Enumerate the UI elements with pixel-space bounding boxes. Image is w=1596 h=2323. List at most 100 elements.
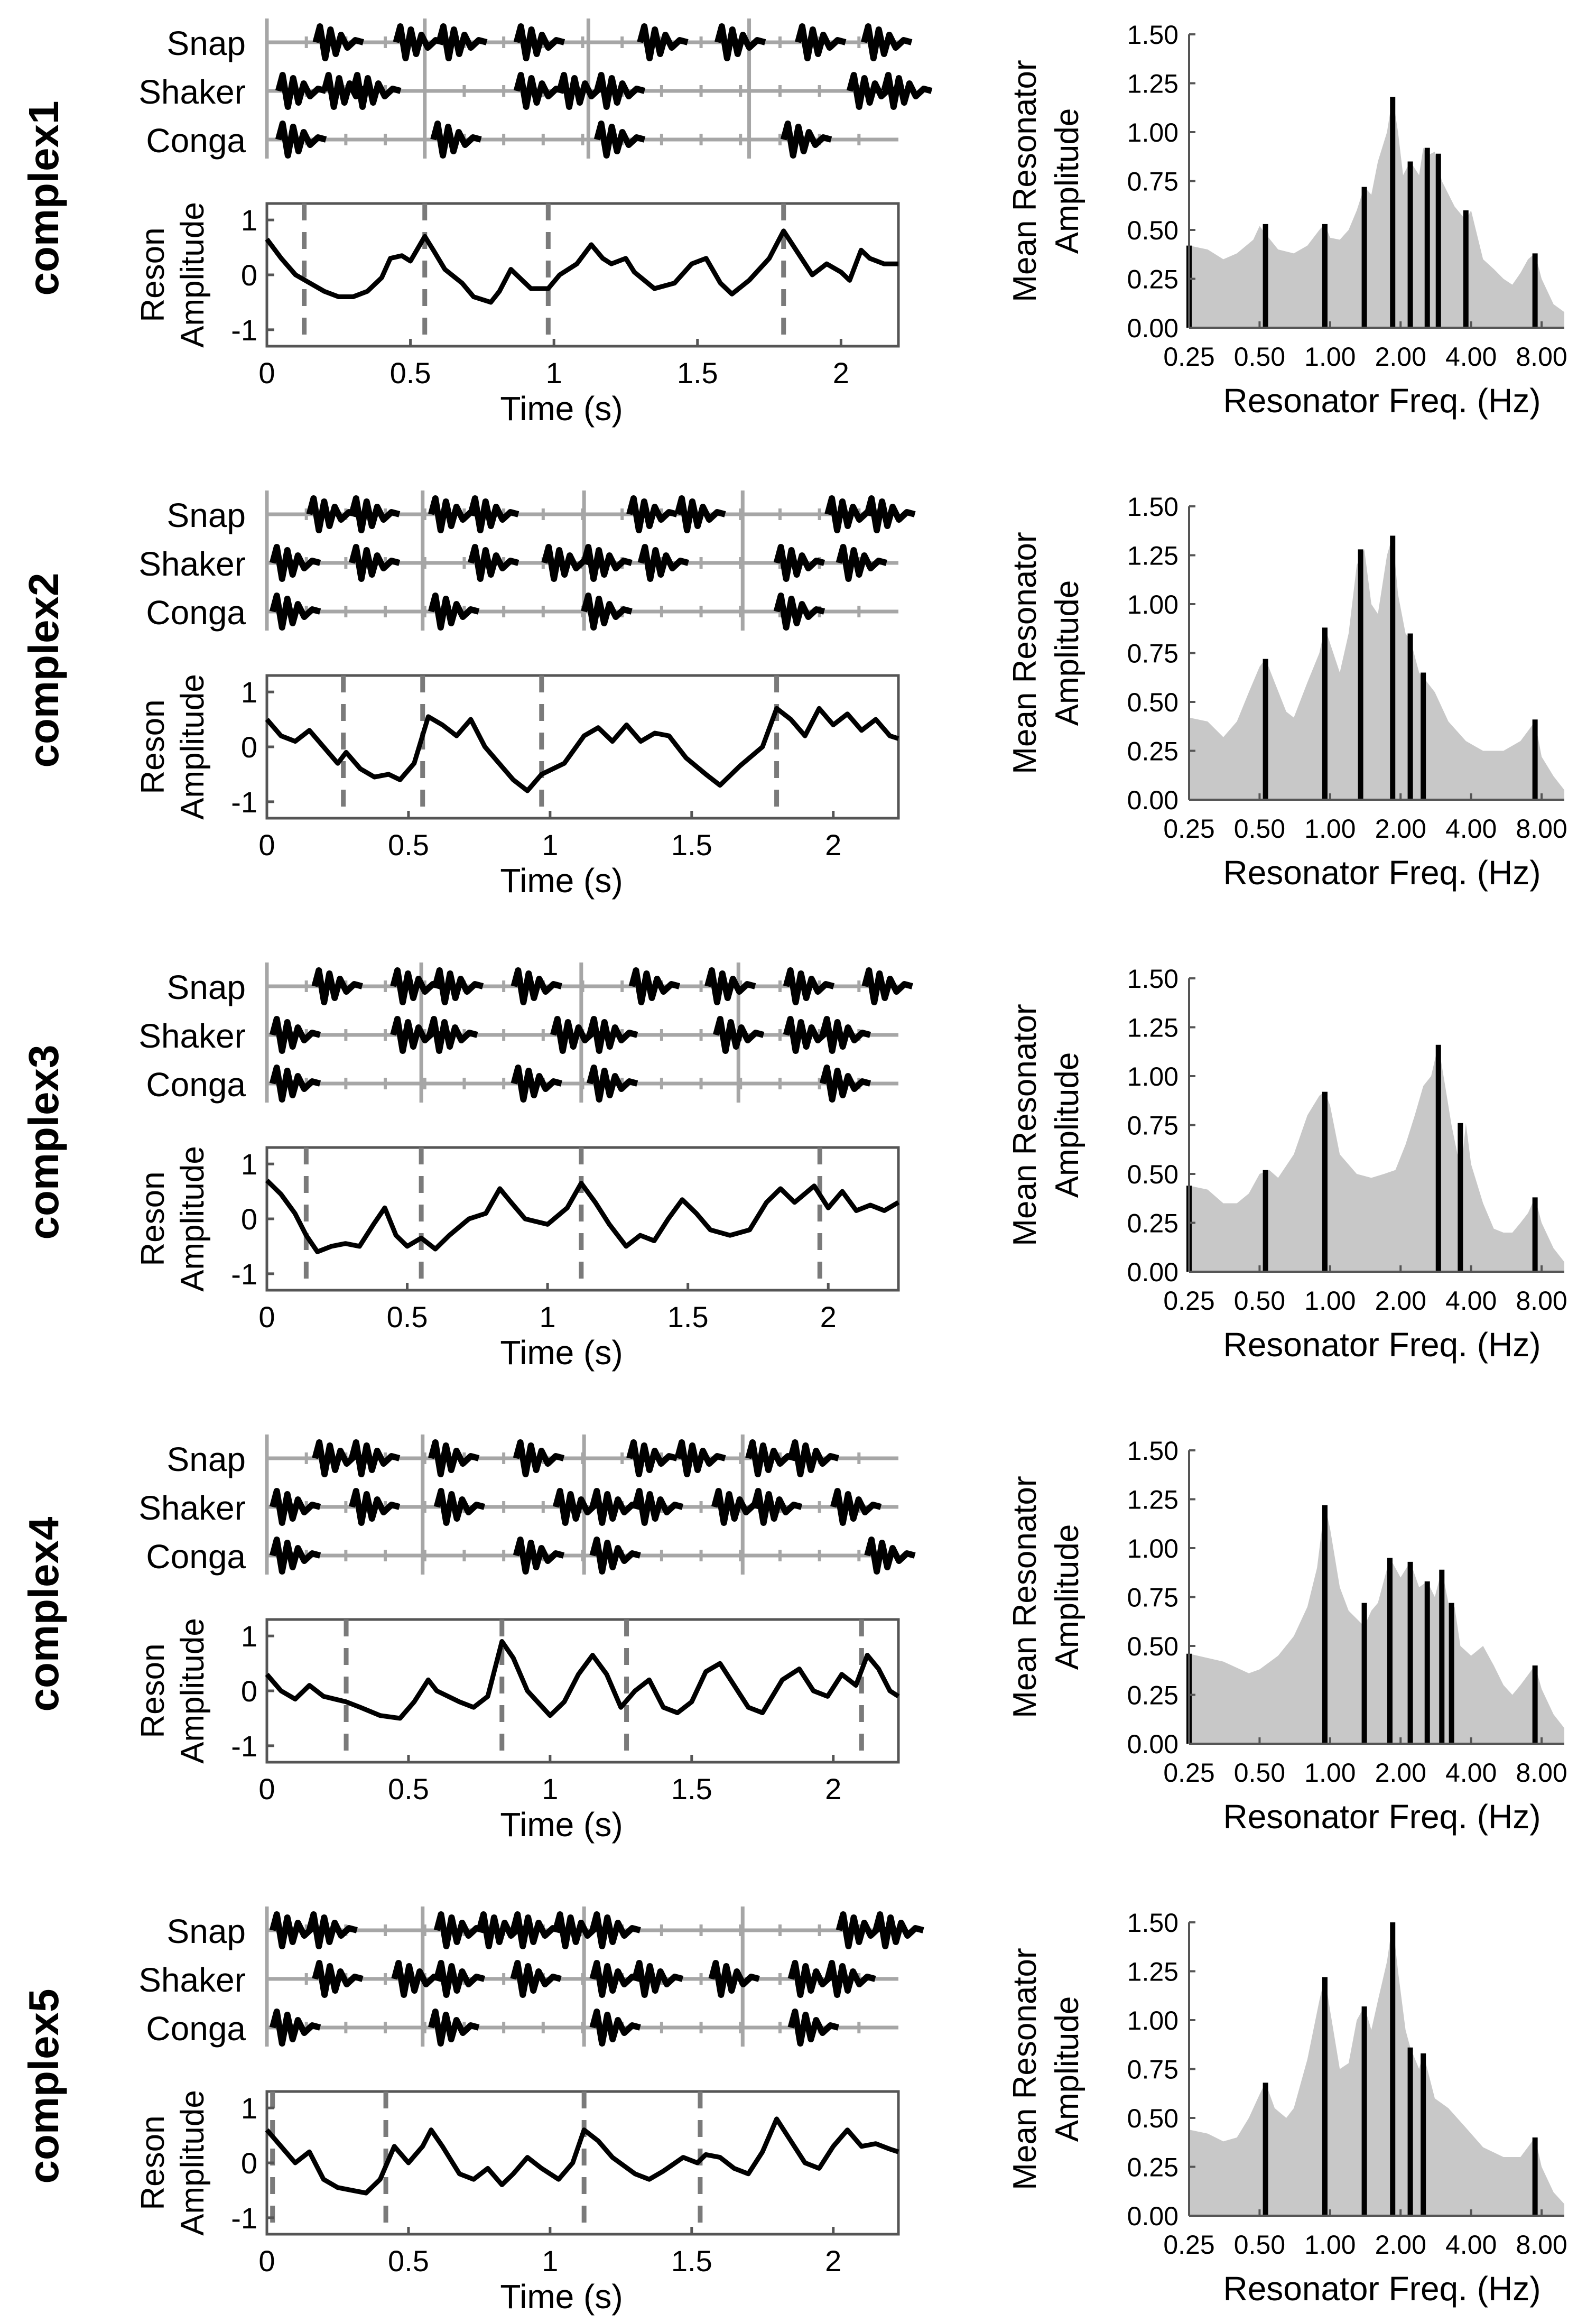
sound-burst-snap [795, 23, 847, 61]
sound-burst-conga [586, 1065, 638, 1103]
spectrum-area [1189, 535, 1564, 800]
spectrum-ytick-label: 1.50 [1127, 1908, 1179, 1938]
reson-axes-box [265, 202, 900, 348]
time-xtick-label: 0.5 [388, 828, 429, 862]
spectrum-ytick-label: 1.50 [1127, 492, 1179, 522]
reson-ytick-label: -1 [231, 785, 257, 819]
instrument-label-snap: Snap [167, 1912, 246, 1950]
spectrum-ylabel-line2: Amplitude [1049, 580, 1085, 726]
sound-burst-snap [674, 495, 726, 533]
sound-burst-snap [513, 1439, 565, 1477]
sound-burst-snap [428, 1439, 480, 1477]
spectrum-xtick-label: 0.25 [1163, 814, 1214, 844]
spectrum-ylabel-line1: Mean Resonator [1007, 1004, 1043, 1246]
sound-burst-shaker [712, 1016, 765, 1054]
time-xtick-label: 2 [825, 2244, 841, 2278]
time-xtick-label: 0.5 [388, 1772, 429, 1806]
sound-burst-snap [348, 1439, 401, 1477]
instrument-label-conga: Conga [146, 1538, 246, 1576]
spectrum-ytick-label: 0.75 [1127, 639, 1179, 669]
sound-burst-snap [787, 1439, 839, 1477]
spectrum-ytick-label: 1.50 [1127, 1436, 1179, 1466]
time-xtick-label: 0 [258, 2244, 275, 2278]
sound-burst-shaker [552, 1488, 605, 1526]
sound-burst-shaker [468, 544, 519, 582]
sound-burst-shaker [348, 544, 401, 582]
sound-burst-conga [269, 1537, 321, 1575]
time-xtick-label: 1 [542, 2244, 558, 2278]
spectrum-xtick-label: 4.00 [1445, 342, 1497, 372]
sound-burst-snap [468, 495, 519, 533]
time-axis-label: Time (s) [500, 390, 623, 428]
sound-burst-conga [787, 2009, 839, 2047]
sound-burst-snap [428, 495, 480, 533]
spectrum-ytick-label: 0.25 [1127, 1681, 1179, 1710]
reson-ylabel-line2: Amplitude [174, 202, 211, 348]
sound-burst-shaker [269, 544, 321, 582]
reson-curve [265, 706, 899, 793]
spectrum-ytick-label: 0.25 [1127, 2153, 1179, 2182]
time-axis-label: Time (s) [500, 2278, 623, 2316]
spectrum-xlabel: Resonator Freq. (Hz) [1223, 2270, 1541, 2308]
time-xtick-label: 0 [258, 828, 275, 862]
sound-burst-shaker [312, 1960, 364, 1998]
spectrum-area [1189, 1505, 1564, 1744]
time-xtick-label: 1 [546, 356, 562, 390]
instrument-label-shaker: Shaker [138, 1961, 246, 1999]
spectrum-ytick-label: 0.50 [1127, 1632, 1179, 1661]
spectrum-xtick-label: 4.00 [1445, 1286, 1497, 1316]
reson-ytick-label: 0 [241, 1202, 257, 1236]
instrument-label-conga: Conga [146, 1066, 246, 1104]
reson-ylabel-line1: Reson [135, 2115, 171, 2210]
spectrum-xtick-label: 1.00 [1304, 2230, 1356, 2260]
reson-ytick-label: 1 [241, 1619, 257, 1653]
spectrum-xlabel: Resonator Freq. (Hz) [1223, 1798, 1541, 1836]
spectrum-xtick-label: 0.50 [1234, 1758, 1285, 1788]
spectrum-ytick-label: 0.25 [1127, 737, 1179, 766]
reson-ylabel-line1: Reson [135, 1171, 171, 1266]
reson-ylabel-line2: Amplitude [174, 1618, 211, 1764]
spectrum-xtick-label: 8.00 [1516, 2230, 1567, 2260]
sound-burst-shaker [632, 1960, 684, 1998]
spectrum-xtick-label: 0.50 [1234, 2230, 1285, 2260]
reson-axes-box [265, 674, 900, 820]
reson-ylabel-line1: Reson [135, 699, 171, 794]
sound-burst-snap [824, 495, 876, 533]
sound-burst-shaker [632, 1488, 684, 1526]
spectrum-ytick-label: 0.00 [1127, 1729, 1179, 1759]
sound-burst-shaker [836, 544, 888, 582]
sound-burst-shaker [556, 72, 608, 110]
spectrum-area [1189, 97, 1564, 328]
instrument-label-conga: Conga [146, 594, 246, 632]
time-xtick-label: 1.5 [671, 1772, 712, 1806]
spectrum-xtick-label: 0.50 [1234, 814, 1285, 844]
sound-burst-shaker [269, 1488, 321, 1526]
sound-burst-shaker [589, 1960, 641, 1998]
spectrum-xtick-label: 0.25 [1163, 342, 1214, 372]
time-xtick-label: 2 [825, 1772, 841, 1806]
instrument-label-snap: Snap [167, 968, 246, 1006]
spectrum-xtick-label: 1.00 [1304, 814, 1356, 844]
spectrum-xtick-label: 0.50 [1234, 1286, 1285, 1316]
row-label: complex3 [20, 1044, 67, 1239]
sound-burst-snap [861, 967, 913, 1005]
sound-burst-snap [626, 495, 678, 533]
spectrum-xtick-label: 8.00 [1516, 1758, 1567, 1788]
sound-burst-snap [511, 967, 562, 1005]
row-label: complex1 [20, 100, 67, 295]
sound-burst-snap [674, 1439, 726, 1477]
reson-ytick-label: 0 [241, 2146, 257, 2180]
sound-burst-conga [269, 1065, 321, 1103]
sound-burst-snap [510, 1911, 562, 1949]
row-label: complex4 [20, 1516, 67, 1712]
time-xtick-label: 0 [258, 1772, 275, 1806]
instrument-label-conga: Conga [146, 122, 246, 160]
spectrum-ytick-label: 0.00 [1127, 313, 1179, 343]
instrument-label-snap: Snap [167, 496, 246, 534]
sound-burst-conga [589, 2009, 641, 2047]
sound-burst-conga [819, 1065, 871, 1103]
sound-burst-shaker [711, 1488, 763, 1526]
